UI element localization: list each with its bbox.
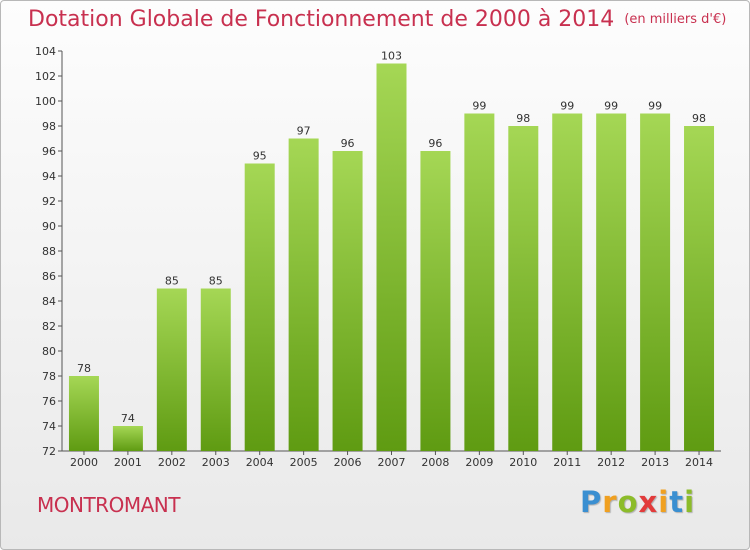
y-tick-label: 94: [42, 170, 56, 183]
chart-title-text: Dotation Globale de Fonctionnement de 20…: [28, 7, 615, 32]
x-tick-label: 2007: [378, 456, 406, 469]
x-tick-label: 2011: [553, 456, 581, 469]
y-tick-label: 90: [42, 220, 56, 233]
x-tick-label: 2003: [202, 456, 230, 469]
x-axis: 2000 2001 2002 2003 2004 2005 2006 2007 2008 2009…: [62, 450, 721, 469]
x-tick-label: 2000: [70, 456, 98, 469]
bars: [68, 63, 715, 451]
bar: [288, 138, 319, 451]
y-tick-label: 96: [42, 145, 56, 158]
x-tick-label: 2008: [421, 456, 449, 469]
bar: [68, 376, 99, 451]
y-tick-label: 92: [42, 195, 56, 208]
y-tick-label: 84: [42, 295, 56, 308]
y-tick-label: 76: [42, 395, 56, 408]
logo-letter: o: [617, 485, 639, 519]
proxiti-logo: Proxiti: [580, 485, 695, 519]
bar: [552, 113, 583, 451]
chart-unit: (en milliers d'€): [624, 12, 727, 27]
logo-letter: i: [658, 485, 670, 519]
y-tick-label: 102: [35, 70, 56, 83]
bar-value-label: 99: [604, 100, 618, 113]
bar-value-label: 85: [165, 275, 179, 288]
chart-title: Dotation Globale de Fonctionnement de 20…: [28, 7, 726, 32]
x-tick-label: 2001: [114, 456, 142, 469]
bar: [508, 126, 539, 451]
bar-value-label: 78: [77, 362, 91, 375]
x-tick-label: 2006: [334, 456, 362, 469]
bar: [640, 113, 671, 451]
bar-value-label: 97: [297, 125, 311, 138]
bar: [112, 426, 143, 451]
bar: [596, 113, 627, 451]
y-tick-label: 104: [35, 45, 56, 58]
y-tick-label: 72: [42, 445, 56, 458]
y-tick-label: 86: [42, 270, 56, 283]
y-tick-label: 98: [42, 120, 56, 133]
x-tick-label: 2002: [158, 456, 186, 469]
bar: [156, 288, 187, 451]
x-tick-label: 2014: [685, 456, 713, 469]
x-tick-label: 2004: [246, 456, 274, 469]
x-tick-label: 2009: [465, 456, 493, 469]
bar-value-label: 96: [341, 137, 355, 150]
bar: [332, 151, 363, 451]
bar-value-label: 74: [121, 412, 135, 425]
bar-value-label: 96: [428, 137, 442, 150]
bar: [420, 151, 451, 451]
bar: [376, 63, 407, 451]
y-tick-label: 78: [42, 370, 56, 383]
logo-letter: t: [669, 485, 685, 519]
bar-value-label: 98: [692, 112, 706, 125]
x-tick-label: 2010: [509, 456, 537, 469]
bar-value-label: 98: [516, 112, 530, 125]
bar-value-label: 99: [560, 100, 574, 113]
bar: [244, 163, 275, 451]
bar: [464, 113, 495, 451]
x-tick-label: 2013: [641, 456, 669, 469]
y-tick-label: 80: [42, 345, 56, 358]
bar-value-label: 95: [253, 150, 267, 163]
logo-letter: x: [638, 485, 659, 519]
bar-value-label: 85: [209, 275, 223, 288]
bar-value-label: 99: [472, 100, 486, 113]
commune-name: MONTROMANT: [37, 493, 180, 517]
y-tick-label: 88: [42, 245, 56, 258]
data-labels: 78 74 85 85 95 97 96 103 96 99 98 99 99 99 98: [77, 50, 706, 426]
bar: [684, 126, 715, 451]
bar-value-label: 99: [648, 100, 662, 113]
y-tick-label: 82: [42, 320, 56, 333]
logo-letter: P: [580, 485, 603, 519]
y-tick-label: 100: [35, 95, 56, 108]
bar: [200, 288, 231, 451]
logo-letter: r: [602, 485, 618, 519]
y-tick-label: 74: [42, 420, 56, 433]
x-tick-label: 2012: [597, 456, 625, 469]
bar-value-label: 103: [381, 50, 402, 63]
x-tick-label: 2005: [290, 456, 318, 469]
y-axis: 72 74 76 78 80 82 84 86 88 90 92 94 96 98 100 102 104: [35, 45, 63, 458]
logo-letter: i: [684, 485, 696, 519]
